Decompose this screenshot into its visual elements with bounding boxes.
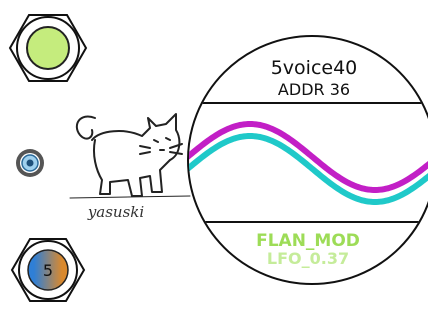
cat-ground <box>70 196 190 198</box>
knob-cap <box>27 27 69 69</box>
jack[interactable] <box>16 149 44 177</box>
top-knob[interactable] <box>10 15 86 81</box>
bottom-knob[interactable]: 5 <box>12 239 84 301</box>
cat-body-bottom <box>94 140 170 196</box>
page: yasuski 5 5voice40 ADDR 36 FLAN_MOD LFO_… <box>0 0 428 315</box>
display-line4: LFO_0.37 <box>267 249 349 268</box>
display-line3: FLAN_MOD <box>256 231 360 251</box>
logo-text: yasuski <box>87 203 145 221</box>
knob-label: 5 <box>43 261 53 280</box>
display-line2: ADDR 36 <box>278 80 350 99</box>
jack-hole <box>27 160 34 167</box>
display-line1: 5voice40 <box>271 57 358 79</box>
cat-tail <box>77 116 95 138</box>
display: 5voice40 ADDR 36 FLAN_MOD LFO_0.37 <box>180 36 428 284</box>
cat-logo <box>70 114 190 198</box>
module-panel: yasuski 5 5voice40 ADDR 36 FLAN_MOD LFO_… <box>0 0 428 315</box>
cat-face <box>140 138 182 154</box>
cat-body-top <box>92 114 179 160</box>
